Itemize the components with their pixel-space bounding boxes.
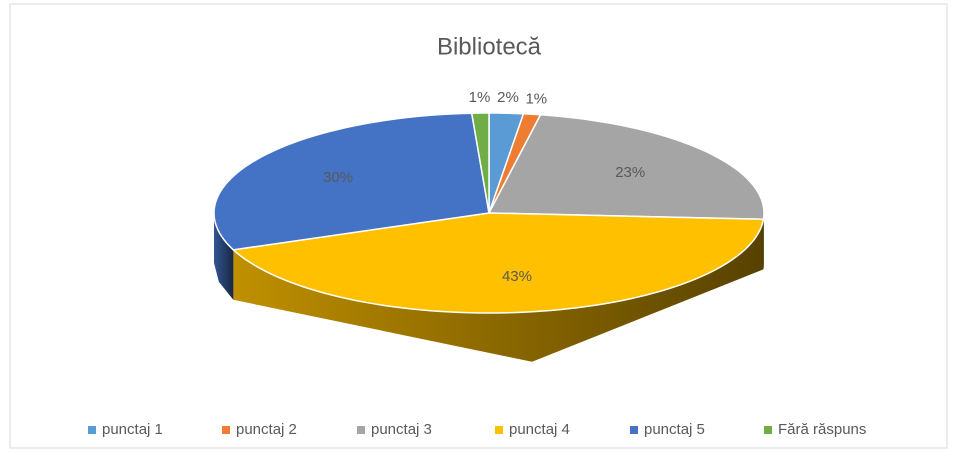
legend-swatch: [222, 426, 230, 434]
pie-slice: [487, 113, 765, 221]
legend-swatch: [495, 426, 503, 434]
side-shade: [214, 213, 234, 300]
pie-slice: [231, 212, 765, 314]
pie-slice: [470, 112, 490, 214]
legend-label: punctaj 1: [102, 421, 163, 438]
data-label: 23%: [615, 164, 645, 181]
legend-swatch: [357, 426, 365, 434]
chart-frame: [9, 3, 948, 449]
legend-label: punctaj 2: [236, 421, 297, 438]
legend-label: punctaj 5: [644, 421, 705, 438]
pie-slice: [213, 112, 490, 251]
data-label: 2%: [497, 89, 519, 106]
data-label: 1%: [469, 89, 491, 106]
data-label: 1%: [525, 90, 547, 107]
legend-label: Fără răspuns: [778, 421, 866, 438]
legend-label: punctaj 4: [509, 421, 570, 438]
legend-swatch: [630, 426, 638, 434]
side-shade: [233, 219, 764, 362]
side-shade: [763, 213, 764, 270]
legend-swatch: [88, 426, 96, 434]
legend-label: punctaj 3: [371, 421, 432, 438]
legend-swatch: [764, 426, 772, 434]
chart-title: Bibliotecă: [437, 33, 542, 60]
data-label: 30%: [323, 169, 353, 186]
data-label: 43%: [502, 268, 532, 285]
